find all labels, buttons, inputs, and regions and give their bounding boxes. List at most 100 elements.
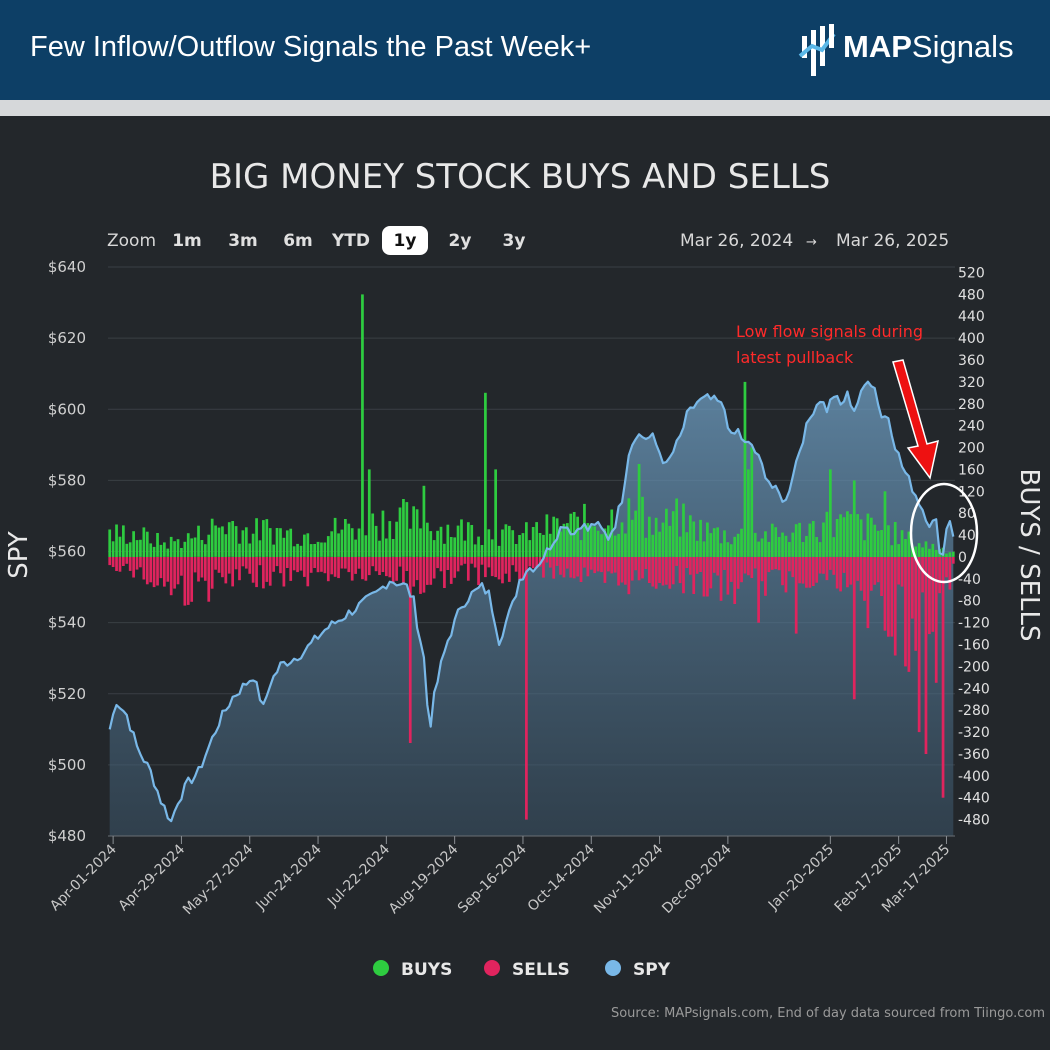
sell-bar [723, 557, 726, 570]
sell-bar [893, 557, 897, 656]
sell-bar [791, 557, 795, 578]
buy-bar [234, 526, 238, 557]
zoom-buttons: 1m 3m 6m YTD 1y 2y 3y [172, 226, 525, 255]
buy-bar [480, 545, 484, 557]
sell-bar [473, 557, 477, 568]
sell-bar [408, 557, 412, 743]
sell-bar [941, 557, 945, 798]
sell-bar [634, 557, 638, 571]
sell-bar [699, 557, 702, 572]
sell-bar [354, 557, 357, 574]
sell-bar [528, 557, 532, 567]
buy-bar [525, 522, 528, 557]
sell-bar [675, 557, 679, 566]
brand-name: MAPSignals [843, 29, 1014, 65]
sell-bar [740, 557, 743, 583]
legend-label-sells[interactable]: SELLS [512, 960, 570, 980]
right-tick-label: 400 [958, 331, 985, 347]
sell-bar [330, 557, 334, 575]
sell-bar [542, 557, 545, 578]
buy-bar [268, 528, 272, 557]
buy-bar [712, 528, 716, 557]
sell-bar [617, 557, 620, 586]
buy-bar [303, 534, 306, 557]
sell-bar [757, 557, 760, 623]
buy-bar [579, 540, 583, 557]
buy-bar [794, 524, 798, 557]
buy-bar [388, 521, 392, 557]
buy-bar [391, 539, 395, 557]
zoom-option-3y[interactable]: 3y [503, 231, 526, 251]
sell-bar [719, 557, 723, 601]
buy-bar [166, 548, 170, 557]
chart-legend: BUYS SELLS SPY [373, 960, 671, 980]
buy-bar [350, 528, 354, 557]
chart-svg: BIG MONEY STOCK BUYS AND SELLS Zoom 1m 3m… [0, 116, 1050, 1050]
sell-bar [292, 557, 296, 571]
sell-bar [422, 557, 426, 593]
sell-bar [337, 557, 340, 579]
range-to[interactable]: Mar 26, 2025 [836, 231, 949, 251]
buy-bar [309, 544, 313, 557]
buy-bar [163, 542, 166, 557]
zoom-option-3m[interactable]: 3m [228, 231, 258, 251]
buy-bar [849, 514, 853, 557]
sell-bar [948, 557, 952, 590]
zoom-option-2y[interactable]: 2y [449, 231, 472, 251]
sell-bar [149, 557, 153, 583]
sell-bar [637, 557, 641, 581]
buy-bar [364, 535, 368, 557]
sell-bar [118, 557, 122, 572]
sell-bar [234, 557, 238, 570]
sell-bar [589, 557, 593, 570]
range-from[interactable]: Mar 26, 2024 [680, 231, 793, 251]
zoom-option-ytd[interactable]: YTD [331, 231, 370, 251]
buy-bar [671, 511, 675, 557]
sell-bar [811, 557, 815, 586]
sell-bar [924, 557, 928, 754]
sell-bar [579, 557, 583, 582]
buy-bar [180, 548, 183, 557]
buy-bar [921, 547, 924, 557]
buy-bar [470, 525, 474, 557]
buy-bar [736, 533, 740, 557]
sell-bar [566, 557, 569, 569]
legend-label-spy[interactable]: SPY [633, 960, 671, 980]
buy-bar [197, 525, 200, 557]
sell-bar [706, 557, 709, 597]
sell-bar [559, 557, 562, 575]
sell-bar [671, 557, 675, 585]
buy-bar [811, 521, 815, 557]
sell-bar [917, 557, 921, 733]
sell-bar [279, 557, 282, 574]
buy-bar [647, 516, 651, 557]
sell-bar [914, 557, 918, 651]
sell-bar [548, 557, 552, 568]
buy-bar [774, 527, 778, 557]
buy-bar [531, 527, 535, 557]
buy-bar [600, 534, 603, 557]
sell-bar [808, 557, 812, 588]
sell-bar [453, 557, 457, 578]
sell-bar [381, 557, 385, 572]
buy-bar [518, 535, 521, 557]
sell-bar [432, 557, 436, 579]
buy-bar [726, 542, 730, 557]
sell-bar [665, 557, 668, 585]
legend-label-buys[interactable]: BUYS [401, 960, 452, 980]
buy-bar [709, 533, 713, 557]
right-tick-label: -240 [958, 681, 990, 697]
buy-bar [528, 540, 532, 557]
buy-bar [374, 525, 378, 557]
buy-bar [559, 531, 562, 557]
sell-bar [484, 557, 487, 578]
buy-bar [501, 529, 504, 557]
sell-bar [576, 557, 579, 577]
buy-bar [193, 537, 197, 557]
buy-bar [876, 530, 880, 557]
sell-bar [818, 557, 822, 574]
zoom-option-6m[interactable]: 6m [283, 231, 313, 251]
zoom-option-1y[interactable]: 1y [394, 231, 417, 251]
zoom-option-1m[interactable]: 1m [172, 231, 202, 251]
sell-bar [511, 557, 515, 566]
